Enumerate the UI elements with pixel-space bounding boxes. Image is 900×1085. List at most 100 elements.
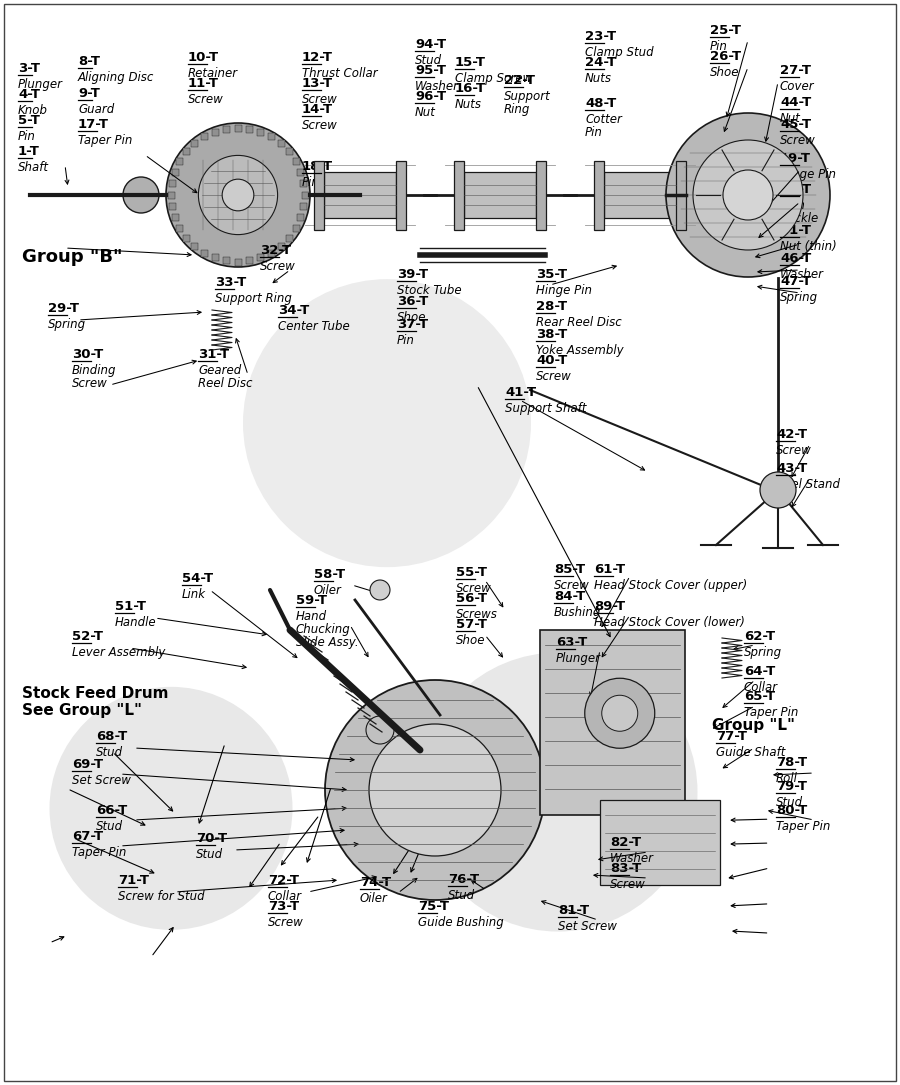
Bar [223, 126, 230, 132]
Text: Roll: Roll [776, 773, 798, 786]
Bar [301, 180, 308, 187]
Text: Cotter: Cotter [585, 113, 622, 126]
Text: Nut: Nut [780, 112, 801, 125]
Text: Washer: Washer [610, 852, 654, 865]
Ellipse shape [418, 652, 698, 932]
Text: 34-T: 34-T [278, 304, 310, 317]
Bar [257, 255, 265, 261]
Circle shape [666, 113, 830, 277]
Bar [594, 161, 604, 230]
Text: Shaft: Shaft [18, 161, 49, 174]
Text: Screw: Screw [72, 376, 108, 390]
Text: Spring: Spring [744, 646, 782, 659]
Text: Center Tube: Center Tube [278, 320, 350, 333]
Text: Handle: Handle [115, 616, 157, 629]
Text: 75-T: 75-T [418, 899, 449, 912]
Text: Pin: Pin [302, 176, 320, 189]
Bar [286, 234, 292, 242]
Text: Collar: Collar [744, 681, 778, 694]
Text: Thrust Collar: Thrust Collar [302, 67, 378, 80]
Text: Plunger: Plunger [18, 78, 63, 91]
Text: Taper Pin: Taper Pin [776, 820, 831, 833]
Bar [292, 225, 300, 232]
Text: Cover: Cover [780, 80, 814, 93]
Text: Pin: Pin [18, 130, 36, 143]
Text: 8-T: 8-T [78, 55, 100, 68]
Text: Guard: Guard [78, 103, 114, 116]
Text: Screw: Screw [554, 579, 590, 592]
Text: Plunger: Plunger [556, 652, 601, 665]
Text: Nut: Nut [415, 106, 436, 119]
Text: 27-T: 27-T [780, 64, 811, 77]
Text: Stud: Stud [448, 889, 475, 902]
Text: 42-T: 42-T [776, 427, 807, 441]
Text: Hinge Pin: Hinge Pin [780, 168, 836, 181]
Bar [257, 128, 265, 136]
Text: 32-T: 32-T [260, 244, 291, 257]
Text: 78-T: 78-T [776, 756, 807, 769]
Text: Pin: Pin [397, 334, 415, 347]
Bar [277, 140, 284, 148]
Text: Head Stock Cover (lower): Head Stock Cover (lower) [594, 616, 745, 629]
Bar [235, 125, 241, 131]
Text: 3-T: 3-T [18, 62, 40, 75]
Text: Washer: Washer [415, 80, 459, 93]
Text: Guide Bushing: Guide Bushing [418, 916, 504, 929]
Text: 77-T: 77-T [716, 730, 747, 743]
Bar [536, 161, 546, 230]
Circle shape [723, 170, 773, 220]
Text: 95-T: 95-T [415, 64, 446, 77]
Circle shape [366, 716, 394, 744]
Bar [301, 203, 308, 210]
Text: Knob: Knob [18, 104, 48, 117]
Text: Stock Tube: Stock Tube [397, 284, 462, 297]
Bar [192, 243, 198, 250]
Text: 58-T: 58-T [314, 569, 345, 580]
Bar [676, 161, 686, 230]
Text: Screw: Screw [536, 370, 572, 383]
Text: 25-T: 25-T [710, 24, 741, 37]
Text: Guide Shaft: Guide Shaft [716, 746, 786, 759]
Bar [298, 215, 304, 221]
Text: 17-T: 17-T [78, 118, 109, 131]
Text: 61-T: 61-T [594, 563, 625, 576]
Text: 81-T: 81-T [558, 904, 590, 917]
Text: 48-T: 48-T [585, 97, 616, 110]
Bar [201, 133, 208, 140]
Text: 24-T: 24-T [585, 56, 616, 69]
Text: 80-T: 80-T [776, 804, 807, 817]
Text: 1-T: 1-T [18, 145, 40, 158]
Bar [298, 168, 304, 176]
Bar [540, 630, 685, 815]
Text: 52-T: 52-T [72, 630, 103, 643]
Text: 47-T: 47-T [780, 275, 811, 288]
Text: Nut (thin): Nut (thin) [780, 240, 837, 253]
Text: Bushing: Bushing [554, 607, 601, 620]
Text: Stud: Stud [196, 848, 223, 861]
Text: Lever Assembly: Lever Assembly [72, 646, 166, 659]
Text: Hinge Pin: Hinge Pin [536, 284, 592, 297]
Text: Chucking: Chucking [296, 623, 351, 636]
Text: Set Screw: Set Screw [72, 774, 130, 787]
Text: Nuts: Nuts [455, 98, 482, 111]
Text: 36-T: 36-T [397, 295, 428, 308]
Text: 70-T: 70-T [196, 832, 227, 845]
Text: Screw: Screw [302, 93, 338, 106]
Text: 73-T: 73-T [268, 899, 299, 912]
Text: Retainer: Retainer [188, 67, 238, 80]
Text: Stud: Stud [776, 796, 803, 809]
Text: 4-T: 4-T [18, 88, 40, 101]
Text: Reel Stand: Reel Stand [776, 478, 840, 492]
Text: 20-T: 20-T [780, 183, 811, 196]
Text: 68-T: 68-T [96, 730, 127, 743]
Text: Washer: Washer [780, 268, 824, 281]
Circle shape [325, 680, 545, 899]
Text: Screw: Screw [610, 878, 646, 891]
Bar [268, 250, 275, 256]
Text: Yoke Assembly: Yoke Assembly [536, 344, 624, 357]
Text: 16-T: 16-T [455, 82, 486, 95]
Text: Stock Feed Drum: Stock Feed Drum [22, 686, 168, 701]
Text: 72-T: 72-T [268, 875, 299, 888]
Text: 94-T: 94-T [415, 38, 446, 51]
Text: 22-T: 22-T [504, 74, 535, 87]
